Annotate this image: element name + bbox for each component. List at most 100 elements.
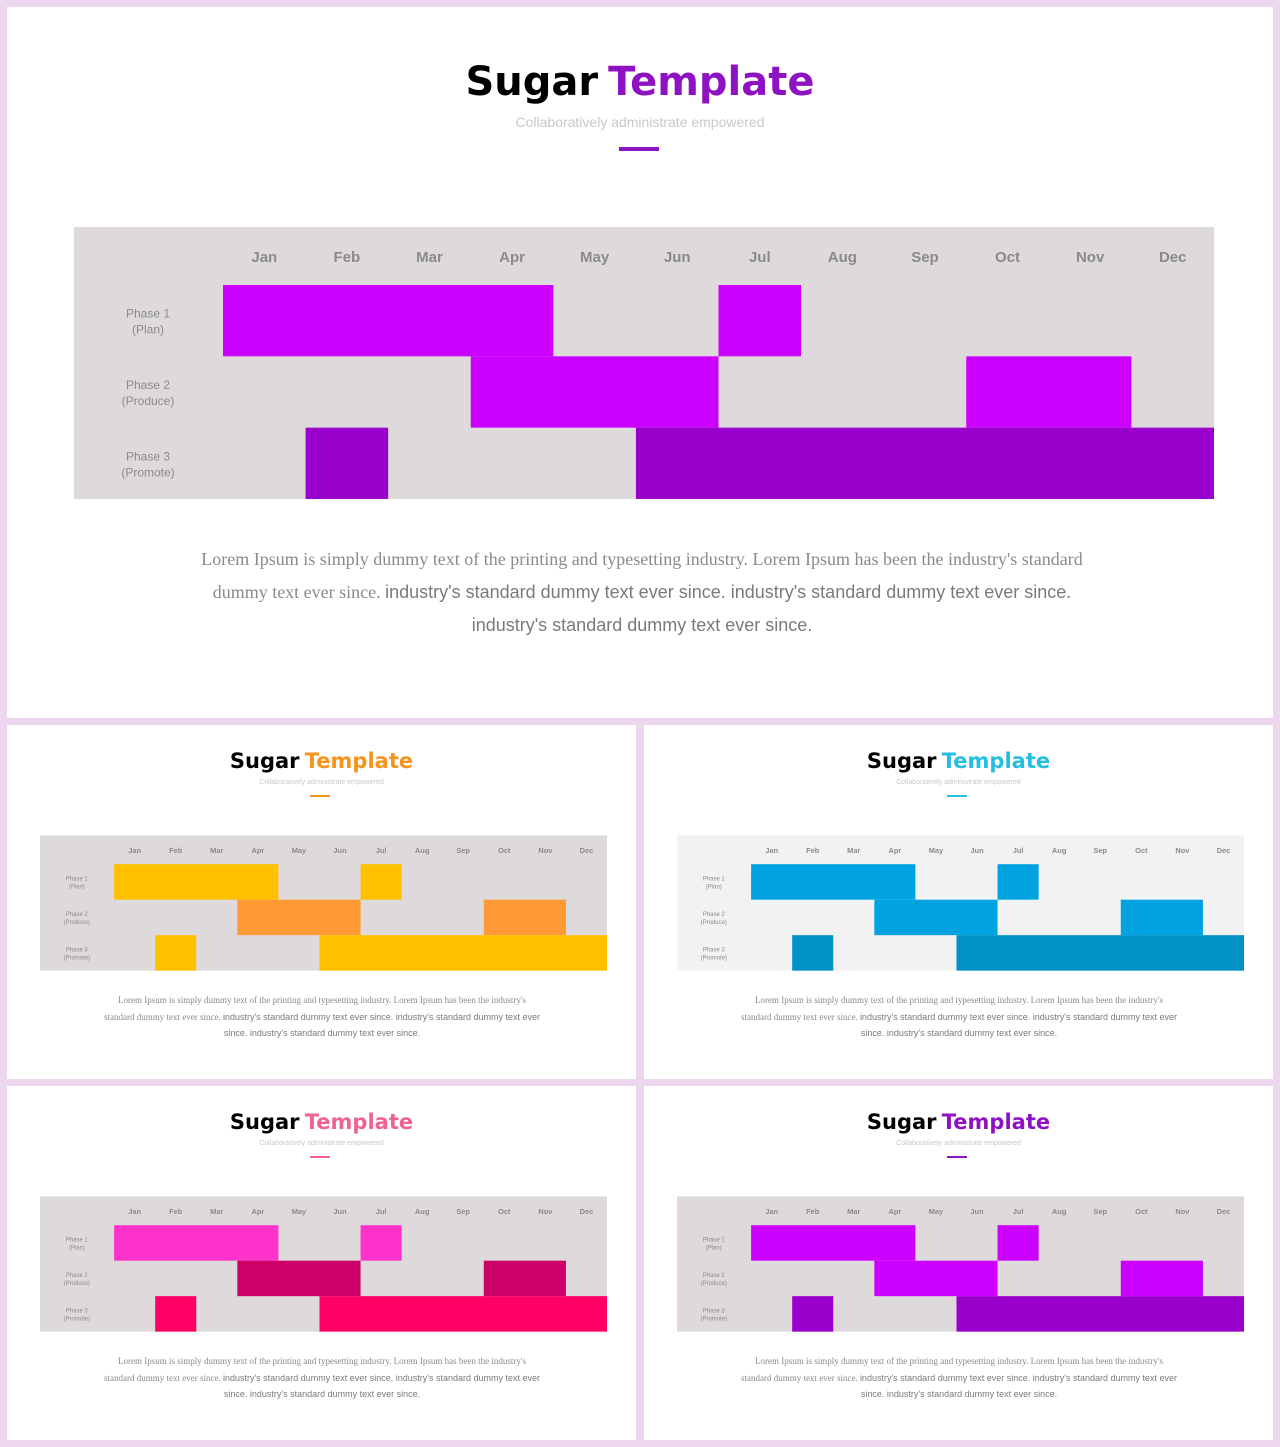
slide-main: Sugar Template Collaboratively administra… — [7, 7, 1273, 718]
title-main: Sugar — [465, 59, 599, 105]
slide-thumbnail-pink: Sugar Template Collaboratively administra… — [7, 1086, 636, 1440]
slide-title: Sugar Template — [7, 59, 1273, 105]
slide-title: Sugar Template — [7, 1110, 636, 1134]
month-label: Oct — [498, 846, 511, 855]
month-label: Mar — [847, 1207, 860, 1216]
body-paragraph: Lorem Ipsum is simply dummy text of the … — [739, 992, 1179, 1042]
month-label: Feb — [169, 846, 183, 855]
month-label: Apr — [888, 846, 901, 855]
month-label: Sep — [456, 846, 470, 855]
body-lead: Lorem Ipsum is simply dummy text of the … — [103, 1356, 526, 1383]
title-main: Sugar — [229, 749, 300, 773]
timeline-chart: Jan Feb Mar Apr May Jun Jul Aug Sep Oct Nov Dec Phas… — [40, 1196, 607, 1332]
phase-bar — [223, 285, 554, 357]
body-paragraph: Lorem Ipsum is simply dummy text of the … — [197, 543, 1087, 642]
timeline-chart: Jan Feb Mar Apr May Jun Jul Aug Sep Oct Nov Dec Phas… — [677, 1196, 1244, 1332]
phase-bar — [114, 864, 279, 900]
month-label: Jun — [333, 1207, 347, 1216]
phase-sublabel: (Promote) — [701, 955, 727, 961]
slide-thumbnail-blue: Sugar Template Collaboratively administra… — [644, 725, 1273, 1079]
phase-sublabel: (Plan) — [706, 1245, 722, 1251]
body-lead: Lorem Ipsum is simply dummy text of the … — [103, 995, 526, 1022]
slide-title: Sugar Template — [7, 749, 636, 773]
body-lead: Lorem Ipsum is simply dummy text of the … — [740, 1356, 1163, 1383]
title-main: Sugar — [229, 1110, 300, 1134]
month-label: Jan — [128, 1207, 141, 1216]
phase-sublabel: (Produce) — [64, 1281, 90, 1287]
phase-sublabel: (Plan) — [69, 884, 85, 890]
month-label: Mar — [210, 1207, 223, 1216]
title-main: Sugar — [866, 749, 937, 773]
month-label: May — [292, 1207, 307, 1216]
month-label: Jan — [765, 1207, 778, 1216]
phase-sublabel: (Produce) — [64, 920, 90, 926]
title-underline — [619, 147, 659, 151]
phase-sublabel: (Promote) — [64, 955, 90, 961]
slide-title: Sugar Template — [644, 749, 1273, 773]
month-label: Aug — [1052, 846, 1067, 855]
phase-bar — [874, 899, 998, 936]
month-label: Mar — [416, 249, 443, 266]
month-label: Nov — [1175, 1207, 1190, 1216]
month-label: Feb — [334, 249, 361, 266]
phase-bar — [360, 1225, 402, 1261]
body-tail: industry's standard dummy text ever sinc… — [859, 1011, 1178, 1039]
month-label: Jul — [376, 1207, 387, 1216]
phase-bar — [997, 864, 1039, 900]
month-label: Dec — [580, 846, 594, 855]
month-label: Sep — [911, 249, 939, 266]
body-tail: industry's standard dummy text ever sinc… — [222, 1372, 541, 1400]
month-label: Oct — [1135, 846, 1148, 855]
phase-label: Phase 3 — [66, 947, 89, 953]
month-label: Apr — [888, 1207, 901, 1216]
month-label: Feb — [806, 1207, 820, 1216]
month-label: May — [929, 846, 944, 855]
month-label: Oct — [1135, 1207, 1148, 1216]
month-label: Mar — [847, 846, 860, 855]
month-label: Sep — [1093, 1207, 1107, 1216]
phase-label: Phase 2 — [126, 378, 170, 392]
month-label: Apr — [499, 249, 525, 266]
phase-sublabel: (Promote) — [121, 465, 174, 479]
month-label: Nov — [1175, 846, 1190, 855]
title-underline — [947, 1156, 967, 1158]
phase-bar — [319, 935, 607, 971]
month-label: Sep — [456, 1207, 470, 1216]
month-label: Mar — [210, 846, 223, 855]
month-label: May — [929, 1207, 944, 1216]
body-lead: Lorem Ipsum is simply dummy text of the … — [201, 549, 1083, 602]
phase-sublabel: (Promote) — [64, 1316, 90, 1322]
phase-bar — [635, 427, 1214, 499]
title-accent: Template — [941, 749, 1051, 773]
phase-bar — [155, 1296, 197, 1332]
phase-bar — [305, 427, 389, 499]
title-accent: Template — [304, 1110, 414, 1134]
phase-label: Phase 1 — [66, 1237, 89, 1243]
phase-label: Phase 3 — [703, 1308, 726, 1314]
month-label: Dec — [1159, 249, 1187, 266]
month-label: Jun — [664, 249, 691, 266]
title-accent: Template — [608, 59, 815, 105]
phase-label: Phase 1 — [703, 1237, 726, 1243]
body-paragraph: Lorem Ipsum is simply dummy text of the … — [739, 1353, 1179, 1403]
month-label: May — [292, 846, 307, 855]
slide-title: Sugar Template — [644, 1110, 1273, 1134]
month-label: Dec — [1217, 1207, 1231, 1216]
phase-bar — [1120, 899, 1203, 936]
phase-bar — [237, 899, 361, 936]
body-paragraph: Lorem Ipsum is simply dummy text of the … — [102, 992, 542, 1042]
timeline-chart: Jan Feb Mar Apr May Jun Jul Aug Sep Oct Nov Dec Phas… — [74, 227, 1214, 499]
body-tail: industry's standard dummy text ever sinc… — [385, 582, 1072, 635]
month-label: Dec — [1217, 846, 1231, 855]
slide-subtitle: Collaboratively administrate empowered — [515, 114, 765, 130]
body-tail: industry's standard dummy text ever sinc… — [222, 1011, 541, 1039]
slide-thumbnail-purple: Sugar Template Collaboratively administra… — [644, 1086, 1273, 1440]
phase-label: Phase 2 — [66, 1273, 89, 1279]
phase-bar — [792, 1296, 834, 1332]
phase-sublabel: (Plan) — [69, 1245, 85, 1251]
month-label: Aug — [415, 1207, 430, 1216]
phase-label: Phase 3 — [66, 1308, 89, 1314]
month-label: Apr — [251, 1207, 264, 1216]
month-label: Jan — [765, 846, 778, 855]
phase-sublabel: (Produce) — [122, 394, 175, 408]
